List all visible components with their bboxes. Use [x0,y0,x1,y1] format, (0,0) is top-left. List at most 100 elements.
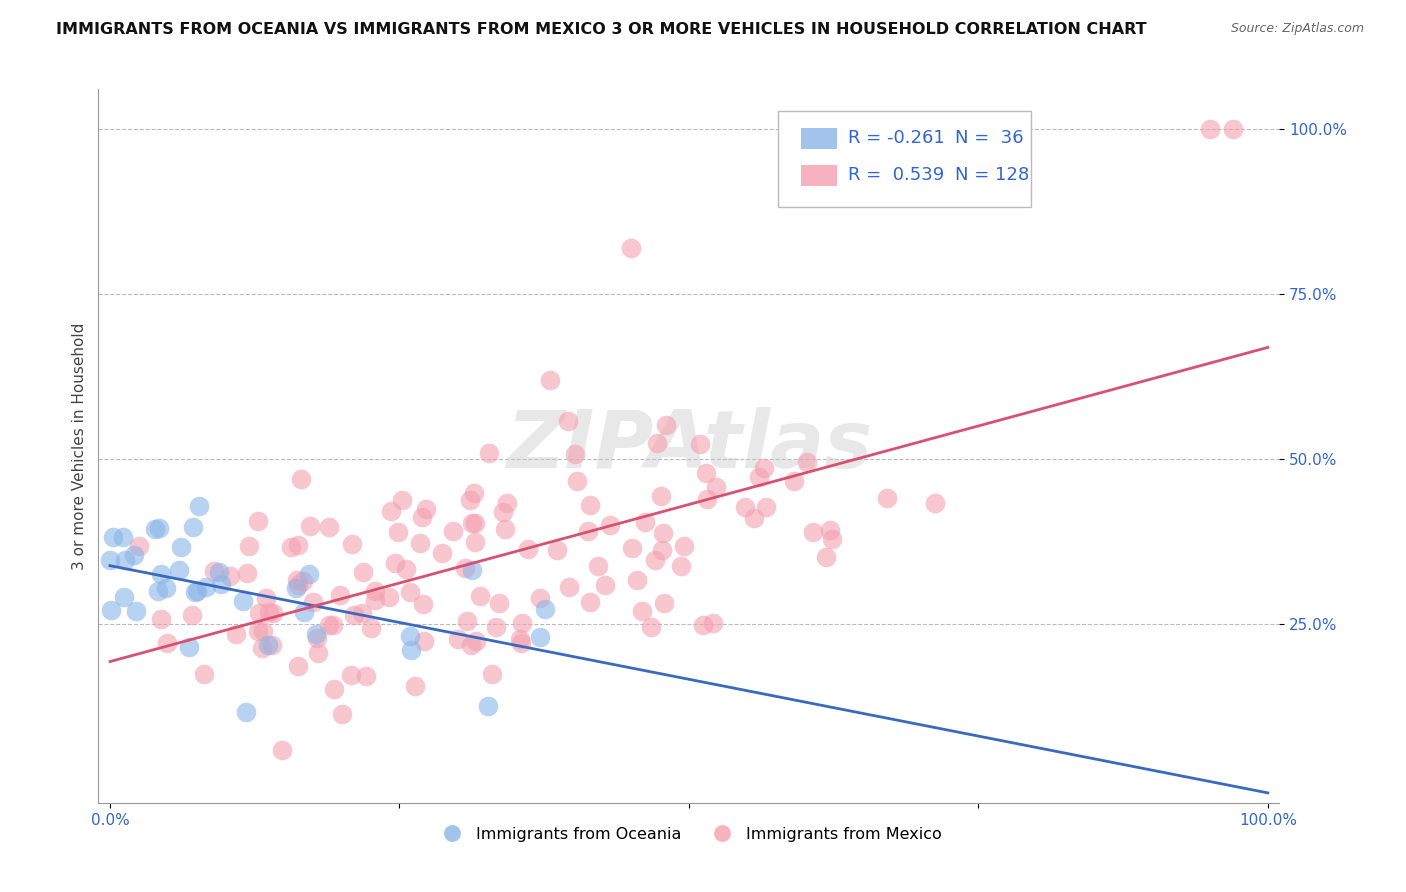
Immigrants from Oceania [155,581,177,595]
Immigrants from Mexico [567,474,589,488]
Immigrants from Oceania [98,553,121,567]
Immigrants from Oceania [100,603,122,617]
Immigrants from Mexico [238,539,260,553]
Immigrants from Oceania [477,698,499,713]
Immigrants from Oceania [187,499,209,513]
Immigrants from Mexico [752,460,775,475]
Immigrants from Mexico [236,566,259,581]
Immigrants from Mexico [391,493,413,508]
Immigrants from Mexico [468,590,491,604]
Immigrants from Mexico [318,520,340,534]
Immigrants from Mexico [411,510,433,524]
Immigrants from Mexico [415,502,437,516]
Immigrants from Oceania [124,548,146,562]
Immigrants from Mexico [247,606,270,620]
Immigrants from Mexico [576,524,599,538]
Immigrants from Oceania [148,584,170,599]
Immigrants from Mexico [128,539,150,553]
Immigrants from Oceania [183,520,205,534]
Immigrants from Oceania [284,582,307,596]
Immigrants from Mexico [704,479,727,493]
Immigrants from Mexico [454,561,477,575]
Immigrants from Mexico [412,597,434,611]
Immigrants from Mexico [322,618,344,632]
Immigrants from Oceania [529,630,551,644]
Immigrants from Mexico [322,681,344,696]
Text: R = -0.261: R = -0.261 [848,128,945,146]
Immigrants from Mexico [673,539,696,553]
Immigrants from Mexico [620,241,643,255]
Immigrants from Mexico [599,517,621,532]
Immigrants from Mexico [529,591,551,606]
Immigrants from Mexico [350,606,373,620]
Immigrants from Mexico [225,627,247,641]
Immigrants from Mexico [270,743,292,757]
Immigrants from Mexico [509,632,531,646]
Immigrants from Mexico [510,615,533,630]
Immigrants from Mexico [651,526,673,541]
Immigrants from Mexico [287,658,309,673]
Immigrants from Mexico [259,605,281,619]
Immigrants from Mexico [626,573,648,587]
Immigrants from Mexico [384,556,406,570]
Immigrants from Mexico [478,446,501,460]
Immigrants from Mexico [254,591,277,605]
Immigrants from Mexico [404,679,426,693]
FancyBboxPatch shape [778,111,1032,207]
Immigrants from Oceania [184,585,207,599]
Immigrants from Mexico [734,500,756,515]
Immigrants from Mexico [307,646,329,660]
Immigrants from Mexico [290,472,312,486]
Immigrants from Oceania [232,594,254,608]
Immigrants from Mexico [318,618,340,632]
Immigrants from Mexico [696,492,718,507]
Immigrants from Mexico [193,666,215,681]
Immigrants from Mexico [354,669,377,683]
Immigrants from Oceania [125,604,148,618]
Immigrants from Oceania [170,541,193,555]
Immigrants from Mexico [399,585,422,599]
Immigrants from Mexico [702,616,724,631]
Immigrants from Mexico [330,706,353,721]
Immigrants from Mexico [631,604,654,618]
Immigrants from Mexico [447,632,470,646]
Immigrants from Mexico [754,500,776,515]
Immigrants from Mexico [1222,121,1244,136]
Immigrants from Mexico [247,624,270,638]
Immigrants from Oceania [114,553,136,567]
Immigrants from Oceania [143,523,166,537]
Immigrants from Oceania [150,566,173,581]
Immigrants from Mexico [342,537,364,551]
Immigrants from Mexico [464,516,486,530]
Immigrants from Mexico [280,540,302,554]
Immigrants from Mexico [689,437,711,451]
Immigrants from Mexico [669,558,692,573]
Immigrants from Oceania [461,563,484,577]
Immigrants from Mexico [783,474,806,488]
Immigrants from Mexico [640,620,662,634]
Immigrants from Oceania [112,591,135,605]
Immigrants from Mexico [464,534,486,549]
Immigrants from Mexico [821,532,844,546]
Immigrants from Mexico [651,542,673,557]
Immigrants from Oceania [177,640,200,654]
Immigrants from Mexico [481,666,503,681]
Immigrants from Mexico [260,638,283,652]
Immigrants from Mexico [387,525,409,540]
Immigrants from Mexico [204,564,226,578]
Immigrants from Mexico [291,574,314,588]
Immigrants from Mexico [460,638,482,652]
Text: ZIPAtlas: ZIPAtlas [506,407,872,485]
Immigrants from Mexico [287,538,309,552]
Immigrants from Mexico [654,418,676,433]
Immigrants from Oceania [194,580,217,594]
Immigrants from Mexico [364,584,387,599]
Immigrants from Mexico [180,607,202,622]
Legend: Immigrants from Oceania, Immigrants from Mexico: Immigrants from Oceania, Immigrants from… [430,821,948,848]
Text: R =  0.539: R = 0.539 [848,166,945,184]
Immigrants from Mexico [801,525,824,540]
Immigrants from Mexico [579,498,602,512]
Immigrants from Mexico [307,631,329,645]
Immigrants from Mexico [538,373,561,387]
Immigrants from Mexico [546,543,568,558]
